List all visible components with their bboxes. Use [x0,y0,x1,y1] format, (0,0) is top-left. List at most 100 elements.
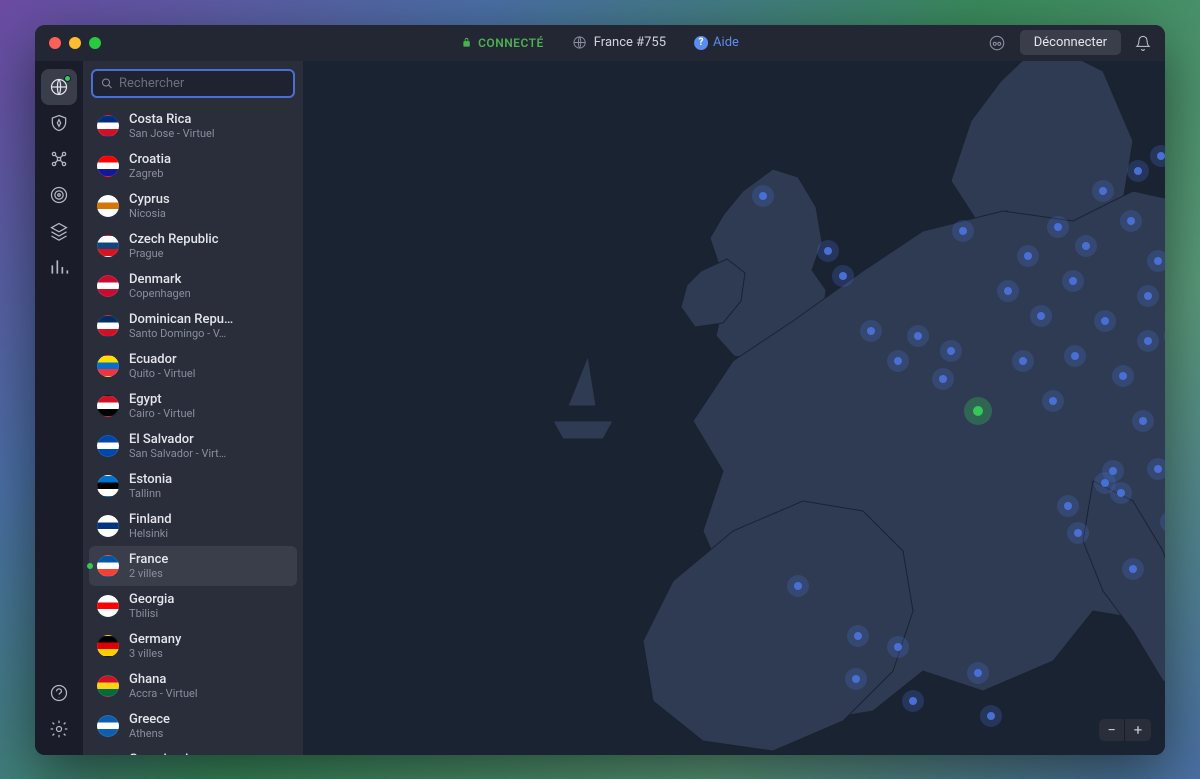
server-node[interactable] [759,192,767,200]
server-node[interactable] [1071,352,1079,360]
server-node[interactable] [854,632,862,640]
sidebar-target-button[interactable] [41,177,77,213]
help-link[interactable]: ? Aide [694,35,739,50]
map-view[interactable]: − + [303,61,1165,755]
server-node[interactable] [894,357,902,365]
server-node[interactable] [1069,277,1077,285]
server-node[interactable] [894,643,902,651]
server-node[interactable] [1127,217,1135,225]
server-node[interactable] [852,675,860,683]
search-input[interactable] [119,76,285,91]
country-row[interactable]: CroatiaZagreb [83,146,303,186]
country-row[interactable]: EcuadorQuito - Virtuel [83,346,303,386]
country-name: El Salvador [129,432,293,447]
minimize-button[interactable] [69,37,81,49]
country-row[interactable]: Germany3 villes [83,626,303,666]
sidebar-stats-button[interactable] [41,249,77,285]
server-node[interactable] [1101,479,1109,487]
search-box[interactable] [91,69,295,98]
country-sub: Prague [129,247,293,260]
active-server-node[interactable] [973,406,983,416]
server-node[interactable] [939,375,947,383]
country-row[interactable]: GreenlandNuuk - Virtuel [83,746,303,755]
sidebar-shield-button[interactable] [41,105,77,141]
sidebar-layers-button[interactable] [41,213,77,249]
zoom-in-button[interactable]: + [1125,719,1151,741]
sidebar-globe-button[interactable] [41,69,77,105]
sidebar-support-button[interactable] [41,675,77,711]
flag-icon [97,155,119,177]
country-text: EgyptCairo - Virtuel [129,392,293,420]
country-row[interactable]: Czech RepublicPrague [83,226,303,266]
server-node[interactable] [1144,337,1152,345]
titlebar-center: CONNECTÉ France #755 ? Aide [461,35,739,50]
disconnect-button[interactable]: Déconnecter [1020,30,1121,55]
flag-icon [97,555,119,577]
server-node[interactable] [1064,502,1072,510]
server-node[interactable] [1049,397,1057,405]
country-row[interactable]: Costa RicaSan Jose - Virtuel [83,106,303,146]
sidebar-mesh-button[interactable] [41,141,77,177]
server-node[interactable] [1119,372,1127,380]
zoom-out-button[interactable]: − [1099,719,1125,741]
country-name: Germany [129,632,293,647]
server-node[interactable] [1099,187,1107,195]
server-node[interactable] [839,272,847,280]
country-row[interactable]: FinlandHelsinki [83,506,303,546]
country-row[interactable]: GeorgiaTbilisi [83,586,303,626]
server-node[interactable] [1037,312,1045,320]
country-sub: 2 villes [129,567,287,580]
server-node[interactable] [1154,257,1162,265]
globe-icon [572,35,587,50]
titlebar: CONNECTÉ France #755 ? Aide Déconnecter [35,25,1165,61]
server-node[interactable] [1154,465,1162,473]
country-name: Denmark [129,272,293,287]
server-node[interactable] [1117,489,1125,497]
server-node[interactable] [1129,565,1137,573]
server-node[interactable] [1024,252,1032,260]
server-node[interactable] [947,347,955,355]
server-node[interactable] [1074,529,1082,537]
server-node[interactable] [1157,152,1165,160]
server-node[interactable] [959,227,967,235]
country-row[interactable]: France2 villes [89,546,297,586]
landmass-iberia [643,501,913,751]
country-text: Czech RepublicPrague [129,232,293,260]
flag-icon [97,115,119,137]
server-node[interactable] [909,697,917,705]
close-button[interactable] [49,37,61,49]
current-server[interactable]: France #755 [572,35,666,50]
country-row[interactable]: DenmarkCopenhagen [83,266,303,306]
incognito-icon[interactable] [988,34,1006,52]
server-node[interactable] [987,712,995,720]
server-node[interactable] [1004,287,1012,295]
server-node[interactable] [914,332,922,340]
server-node[interactable] [824,247,832,255]
server-node[interactable] [1019,357,1027,365]
notifications-icon[interactable] [1135,35,1151,51]
country-row[interactable]: EstoniaTallinn [83,466,303,506]
server-node[interactable] [1054,223,1062,231]
country-row[interactable]: EgyptCairo - Virtuel [83,386,303,426]
server-node[interactable] [1144,292,1152,300]
country-text: EcuadorQuito - Virtuel [129,352,293,380]
server-node[interactable] [794,582,802,590]
country-name: Ghana [129,672,293,687]
country-row[interactable]: GhanaAccra - Virtuel [83,666,303,706]
flag-icon [97,475,119,497]
maximize-button[interactable] [89,37,101,49]
country-text: GeorgiaTbilisi [129,592,293,620]
country-text: GreeceAthens [129,712,293,740]
sidebar-settings-button[interactable] [41,711,77,747]
server-node[interactable] [1139,417,1147,425]
server-node[interactable] [1134,167,1142,175]
server-node[interactable] [1101,317,1109,325]
server-node[interactable] [974,669,982,677]
server-node[interactable] [1082,242,1090,250]
country-row[interactable]: Dominican Repu…Santo Domingo - V… [83,306,303,346]
country-list[interactable]: Costa RicaSan Jose - VirtuelCroatiaZagre… [83,106,303,755]
country-row[interactable]: El SalvadorSan Salvador - Virt… [83,426,303,466]
server-node[interactable] [867,327,875,335]
country-row[interactable]: GreeceAthens [83,706,303,746]
country-row[interactable]: CyprusNicosia [83,186,303,226]
